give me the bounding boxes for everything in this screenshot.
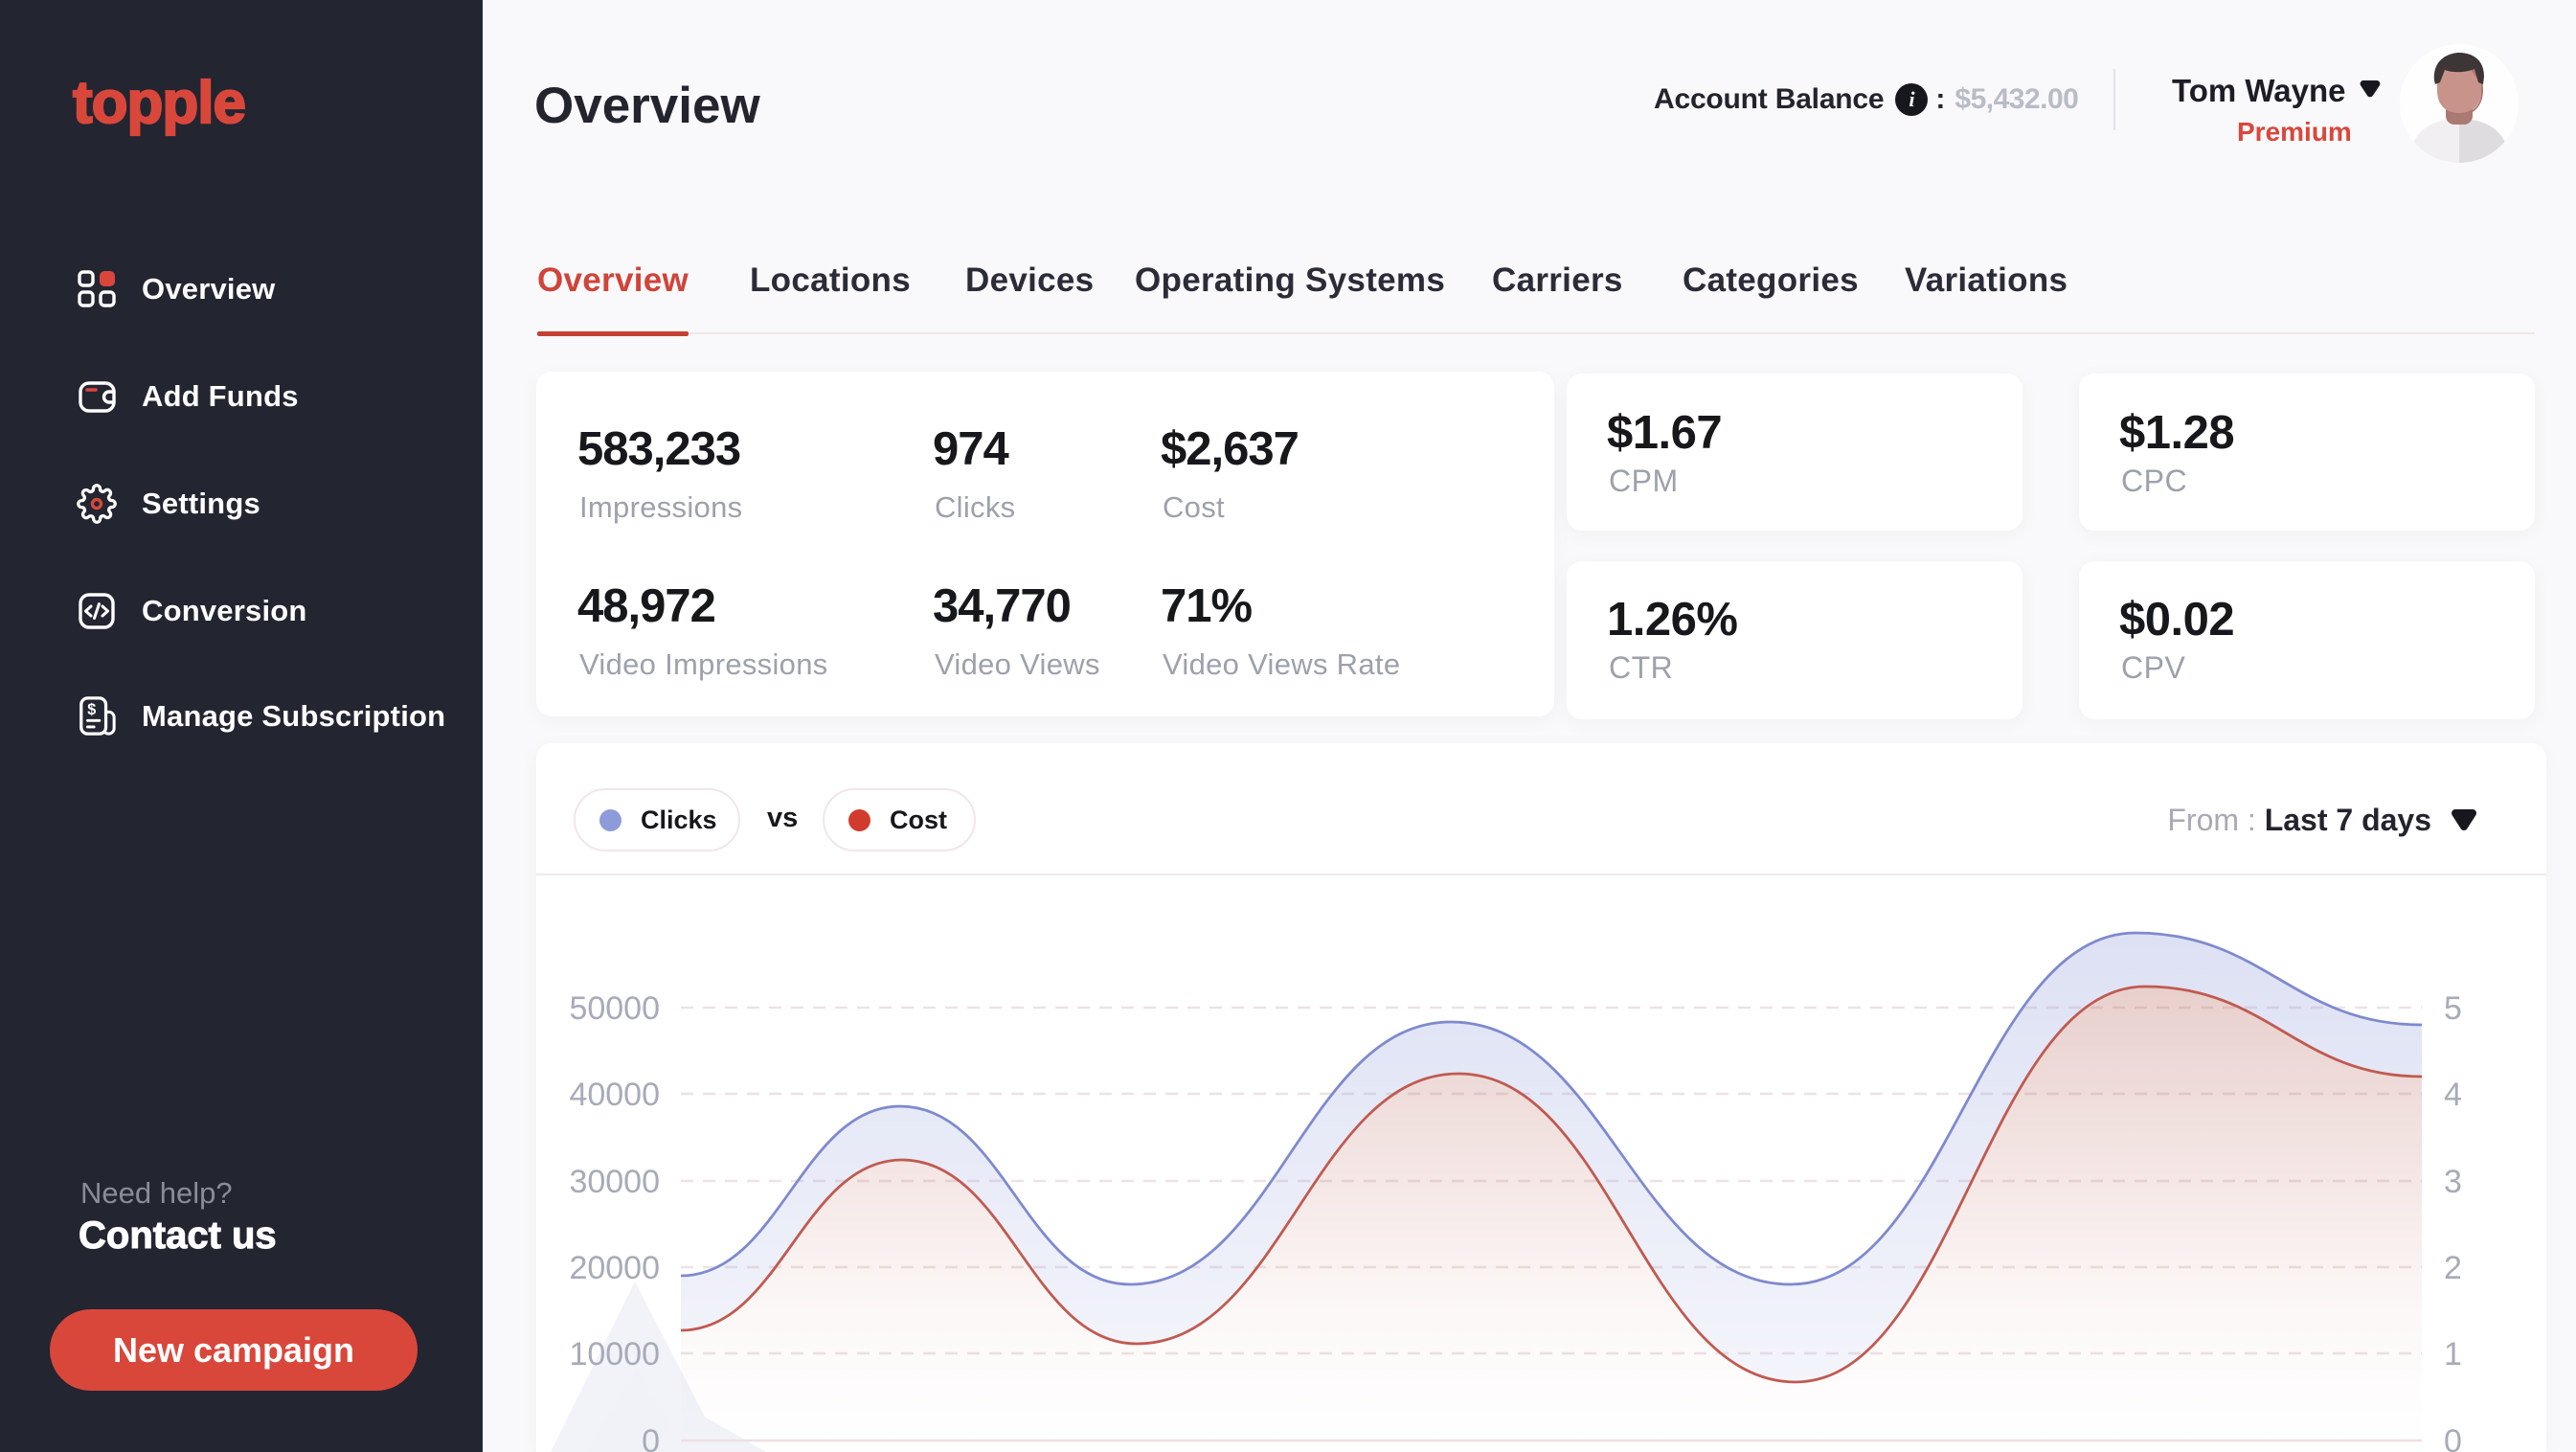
svg-text:30000: 30000 bbox=[569, 1164, 660, 1200]
svg-text:10000: 10000 bbox=[569, 1336, 660, 1373]
svg-text:4: 4 bbox=[2444, 1077, 2462, 1113]
svg-text:2: 2 bbox=[2444, 1250, 2462, 1286]
svg-text:1: 1 bbox=[2444, 1336, 2462, 1373]
svg-text:5: 5 bbox=[2444, 990, 2462, 1027]
svg-text:20000: 20000 bbox=[569, 1250, 660, 1286]
svg-text:0: 0 bbox=[2444, 1423, 2462, 1452]
svg-text:50000: 50000 bbox=[569, 990, 660, 1027]
svg-text:$: $ bbox=[87, 701, 96, 718]
svg-text:3: 3 bbox=[2444, 1164, 2462, 1200]
svg-text:0: 0 bbox=[642, 1423, 660, 1452]
svg-text:40000: 40000 bbox=[569, 1077, 660, 1113]
